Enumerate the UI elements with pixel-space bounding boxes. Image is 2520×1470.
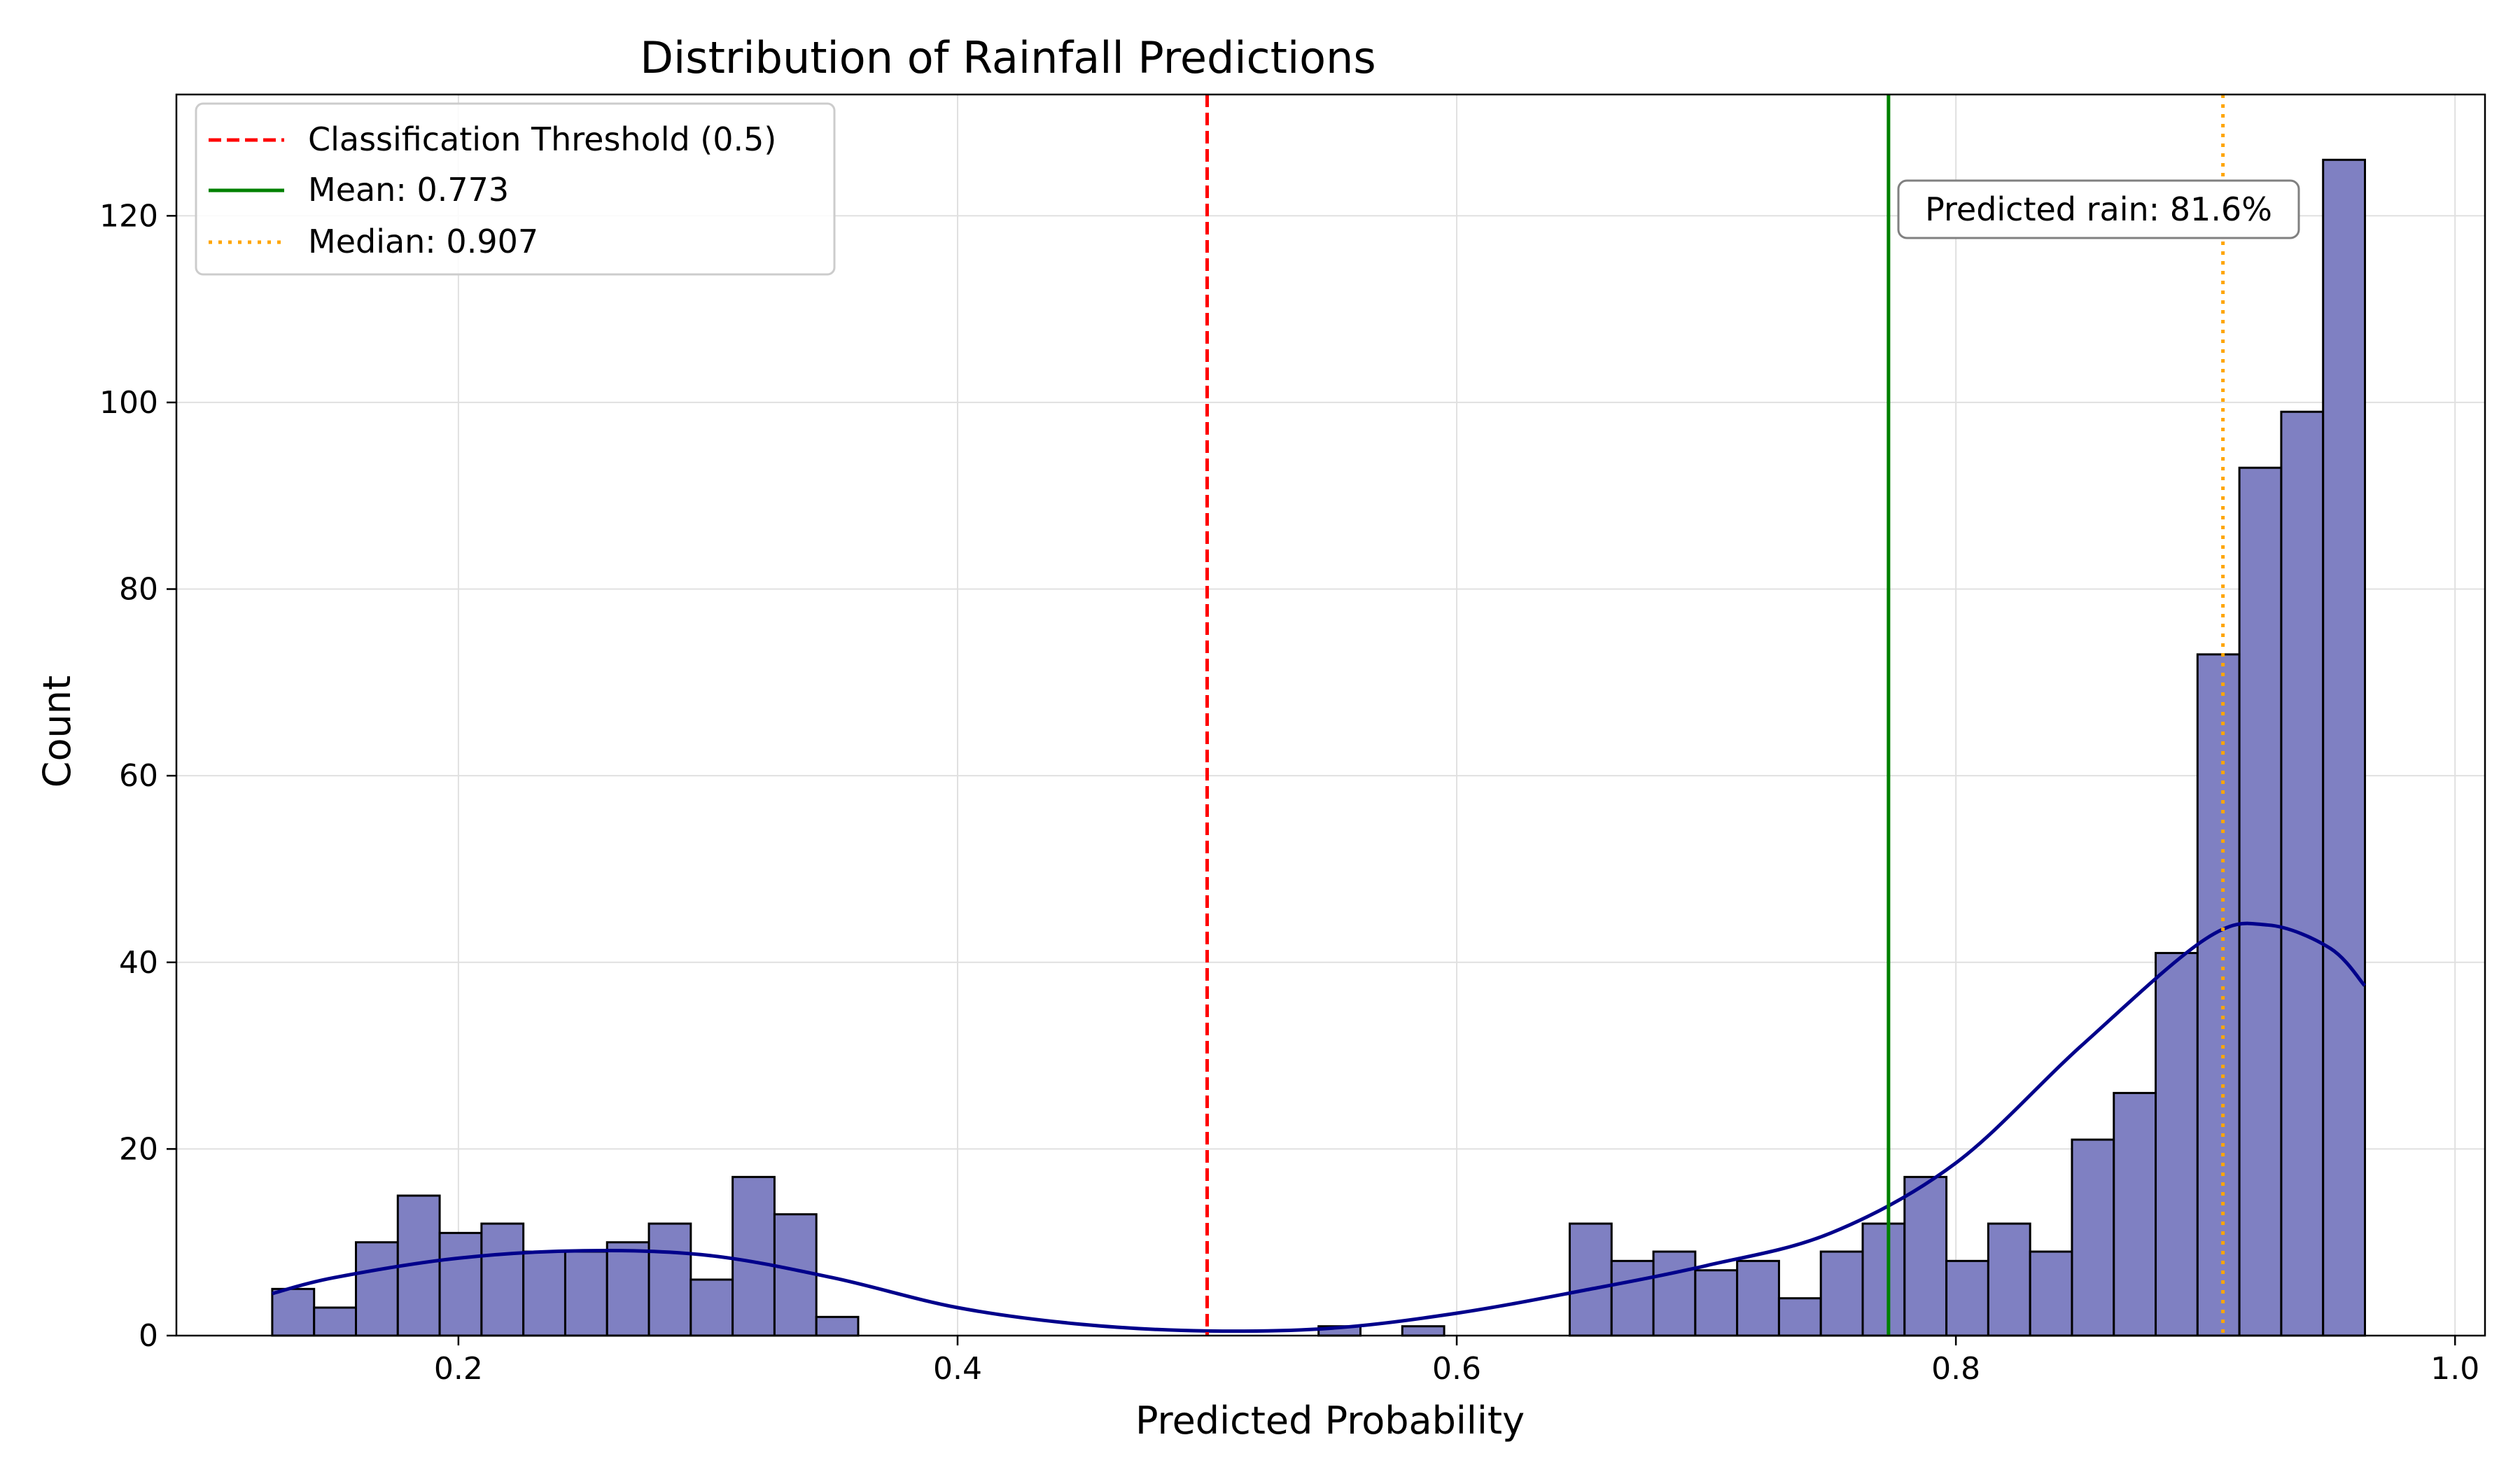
legend-mean-label: Mean: 0.773 <box>308 171 509 209</box>
histogram-bar <box>480 1222 525 1337</box>
axis-ticks: 0.2 0.4 0.6 0.8 1.0 0 20 40 60 80 100 120 <box>99 198 2479 1387</box>
chart-title: Distribution of Rainfall Predictions <box>640 32 1376 83</box>
histogram-bar <box>773 1213 818 1337</box>
histogram-bar <box>2280 410 2325 1337</box>
histogram-bar <box>522 1250 566 1337</box>
x-tick-label: 0.2 <box>434 1351 483 1387</box>
histogram-bar <box>2196 653 2241 1337</box>
histogram-bar <box>1903 1175 1948 1337</box>
predicted-rain-annotation: Predicted rain: 81.6% <box>1897 179 2300 239</box>
histogram-bar <box>1819 1250 1864 1337</box>
y-tick-label: 120 <box>99 198 158 234</box>
histogram-bar <box>1736 1259 1780 1337</box>
annotation-box <box>1897 179 2300 239</box>
histogram-bar <box>438 1231 483 1337</box>
kde-curve-group <box>272 921 2367 1334</box>
x-tick-label: 1.0 <box>2430 1351 2479 1387</box>
x-tick-label: 0.8 <box>1931 1351 1980 1387</box>
annotation-text: Predicted rain: 81.6% <box>1925 190 2272 228</box>
histogram-bar <box>2113 1091 2157 1337</box>
y-tick-label: 0 <box>139 1318 158 1354</box>
histogram-bar <box>1568 1222 1613 1337</box>
kde-curve <box>272 921 2367 1334</box>
histogram-bar <box>732 1175 776 1337</box>
y-tick-label: 40 <box>119 945 158 981</box>
histogram-bar <box>2029 1250 2073 1337</box>
histogram-bar <box>2322 158 2367 1337</box>
y-tick-label: 80 <box>119 572 158 608</box>
y-axis-label: Count <box>35 676 79 788</box>
legend: Classification Threshold (0.5) Mean: 0.7… <box>195 102 836 276</box>
reference-lines <box>1205 94 2225 1336</box>
legend-median-label: Median: 0.907 <box>308 223 538 260</box>
histogram-bar <box>1652 1250 1697 1337</box>
histogram-bar <box>1945 1259 1989 1337</box>
histogram-bar <box>1861 1222 1906 1337</box>
legend-threshold-label: Classification Threshold (0.5) <box>308 120 776 158</box>
histogram-bar <box>271 1287 316 1337</box>
histogram-bar <box>1401 1325 1446 1337</box>
y-tick-label: 20 <box>119 1131 158 1167</box>
histogram-bar <box>1777 1297 1822 1337</box>
histogram-bar <box>1610 1259 1655 1337</box>
x-axis-label: Predicted Probability <box>1135 1399 1525 1443</box>
y-tick-label: 100 <box>99 385 158 421</box>
histogram-bar <box>1987 1222 2031 1337</box>
x-tick-label: 0.6 <box>1432 1351 1481 1387</box>
histogram-bar <box>1694 1269 1739 1337</box>
histogram-bar <box>648 1222 692 1337</box>
histogram-bar <box>2071 1138 2115 1337</box>
histogram-bar <box>815 1315 860 1337</box>
histogram-bar <box>313 1306 357 1337</box>
histogram-bar <box>690 1278 734 1337</box>
plot-frame <box>175 93 2486 1337</box>
histogram-bar <box>354 1241 399 1337</box>
histogram-bar <box>564 1250 608 1337</box>
legend-box <box>195 102 836 276</box>
histogram-bar <box>2238 466 2283 1337</box>
histogram-bar <box>2155 951 2199 1337</box>
y-tick-label: 60 <box>119 758 158 794</box>
x-tick-label: 0.4 <box>933 1351 982 1387</box>
histogram-bar <box>606 1241 650 1337</box>
